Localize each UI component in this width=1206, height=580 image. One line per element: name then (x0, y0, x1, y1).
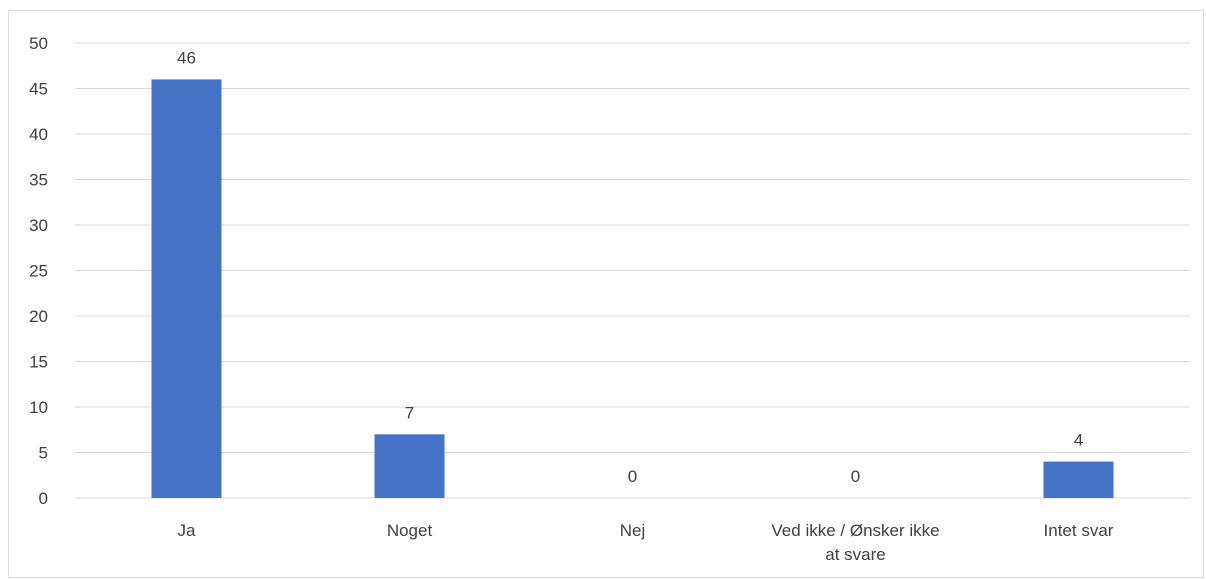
y-tick-label: 20 (29, 307, 48, 326)
category-label-line: Ved ikke / Ønsker ikke (771, 521, 939, 540)
data-label: 0 (628, 467, 637, 486)
data-label: 7 (405, 403, 414, 422)
category-label: Intet svar (1044, 521, 1114, 540)
category-label-line: Nej (620, 521, 646, 540)
y-tick-label: 0 (39, 489, 48, 508)
y-tick-label: 15 (29, 353, 48, 372)
bar (1043, 461, 1114, 498)
category-label-line: Noget (387, 521, 433, 540)
category-label: Ja (178, 521, 197, 540)
category-label-line: Ja (178, 521, 197, 540)
y-tick-label: 40 (29, 125, 48, 144)
category-label: Nej (620, 521, 646, 540)
y-tick-label: 35 (29, 171, 48, 190)
y-tick-label: 25 (29, 262, 48, 281)
data-label: 0 (851, 467, 860, 486)
bar (374, 434, 445, 498)
category-label-line: Intet svar (1044, 521, 1114, 540)
data-label: 4 (1074, 431, 1083, 450)
category-label: Ved ikke / Ønsker ikke at svare (771, 521, 939, 564)
y-tick-label: 5 (39, 444, 48, 463)
y-tick-label: 10 (29, 398, 48, 417)
category-label-line: at svare (825, 545, 885, 564)
y-tick-label: 50 (29, 34, 48, 53)
y-tick-label: 30 (29, 216, 48, 235)
data-label: 46 (177, 48, 196, 67)
bar (151, 79, 222, 499)
y-tick-label: 45 (29, 80, 48, 99)
category-label: Noget (387, 521, 433, 540)
